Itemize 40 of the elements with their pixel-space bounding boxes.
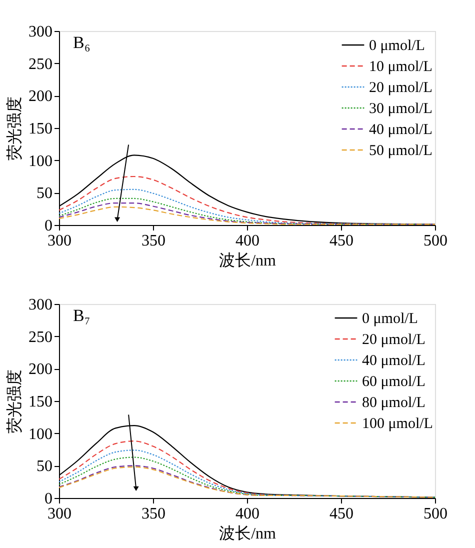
- x-axis-title: 波长/nm: [219, 252, 276, 270]
- legend-label: 50 μmol/L: [369, 143, 432, 159]
- chart-title: B₇: [73, 306, 90, 325]
- y-tick-label: 300: [28, 296, 52, 314]
- y-tick-label: 250: [28, 56, 52, 73]
- legend-label: 40 μmol/L: [369, 122, 432, 138]
- x-axis-title: 波长/nm: [219, 524, 276, 542]
- legend-label: 0 μmol/L: [362, 311, 418, 327]
- x-tick-label: 500: [424, 232, 448, 250]
- x-tick-label: 350: [142, 506, 166, 522]
- y-tick-label: 150: [28, 120, 52, 138]
- legend-label: 10 μmol/L: [369, 59, 432, 75]
- y-axis-title: 荧光强度: [6, 96, 24, 160]
- y-tick-label: 200: [28, 88, 52, 106]
- legend-label: 40 μmol/L: [362, 353, 426, 369]
- y-tick-label: 50: [36, 458, 52, 476]
- y-tick-label: 50: [36, 185, 52, 202]
- y-tick-label: 200: [28, 361, 52, 378]
- y-tick-label: 0: [44, 490, 52, 508]
- x-tick-label: 400: [236, 506, 260, 522]
- legend-label: 0 μmol/L: [369, 38, 425, 54]
- x-tick-label: 350: [142, 232, 166, 250]
- x-tick-label: 400: [236, 232, 260, 250]
- y-tick-label: 300: [28, 24, 52, 40]
- legend-label: 20 μmol/L: [369, 80, 432, 96]
- legend-label: 20 μmol/L: [362, 332, 426, 348]
- y-tick-label: 100: [28, 426, 52, 443]
- legend-label: 80 μmol/L: [362, 395, 426, 411]
- legend-label: 60 μmol/L: [362, 374, 426, 390]
- legend-label: 30 μmol/L: [369, 101, 432, 117]
- y-tick-label: 150: [28, 394, 52, 410]
- y-tick-label: 250: [28, 328, 52, 346]
- x-tick-label: 500: [424, 506, 448, 522]
- legend-label: 100 μmol/L: [362, 416, 433, 432]
- x-tick-label: 450: [330, 232, 354, 250]
- y-tick-label: 0: [44, 218, 52, 234]
- y-axis-title: 荧光强度: [6, 370, 24, 434]
- y-tick-label: 100: [28, 152, 52, 170]
- x-tick-label: 450: [330, 506, 354, 522]
- chart-title: B₆: [73, 33, 90, 52]
